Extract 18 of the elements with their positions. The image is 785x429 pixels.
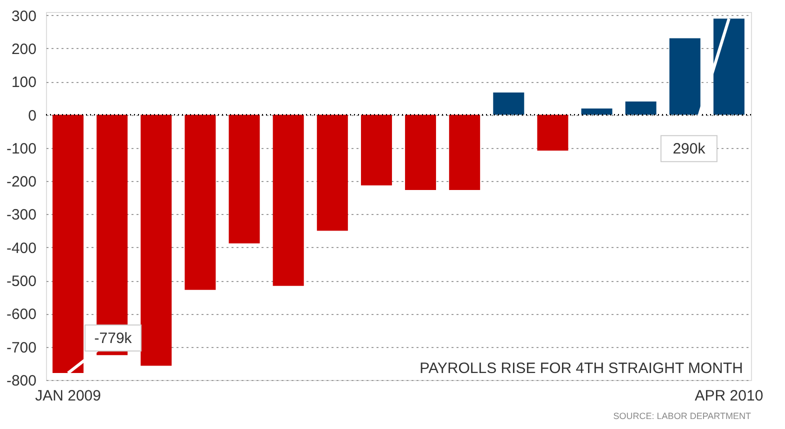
y-tick-label: 200 [11,40,36,58]
annotation: 290k [672,140,706,158]
x-tick-label: JAN 2009 [35,388,101,404]
y-tick-label: -100 [6,140,36,158]
y-tick-label: -300 [6,206,36,224]
y-tick-label: -500 [6,273,36,290]
y-tick-label: -800 [6,372,36,390]
y-tick-label: 300 [11,8,36,25]
y-tick-label: -200 [6,174,36,191]
annotation: -779k [94,330,132,348]
y-tick-label: 100 [11,74,36,92]
y-tick-label: -700 [6,339,36,356]
x-tick-label: APR 2010 [694,388,764,404]
y-tick-label: -600 [6,306,36,324]
text: PAYROLLS RISE FOR 4TH STRAIGHT MONTH [420,360,743,377]
y-tick-label: 0 [28,107,36,124]
source-note: SOURCE: LABOR DEPARTMENT [613,411,752,421]
y-tick-label: -400 [6,240,36,257]
